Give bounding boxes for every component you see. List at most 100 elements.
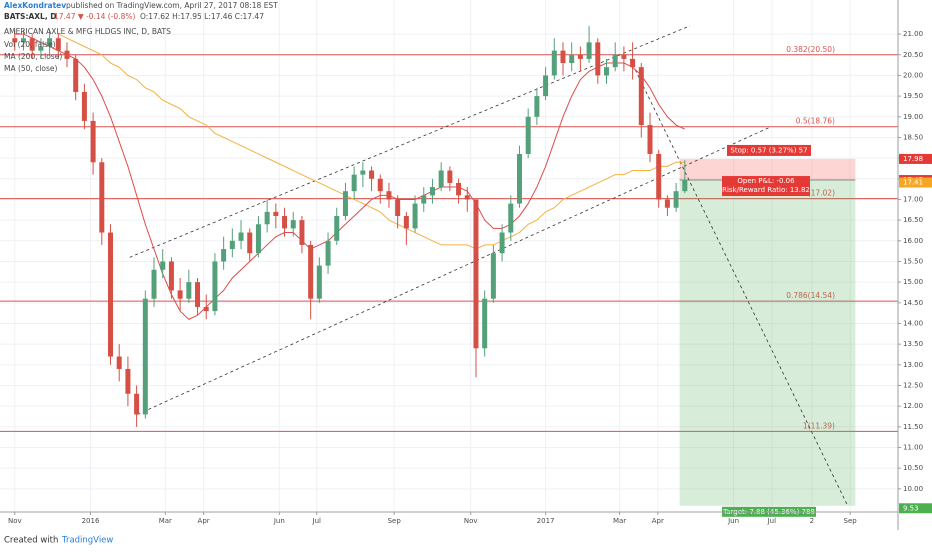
- candle-body: [577, 54, 583, 59]
- y-tick-label: 19.50: [903, 92, 923, 100]
- candle-body: [229, 240, 235, 250]
- candle-body: [595, 42, 601, 76]
- candle-body: [421, 195, 427, 204]
- candle-body: [621, 54, 627, 59]
- candle-body: [20, 38, 26, 43]
- x-tick-label: Apr: [652, 517, 664, 525]
- target-zone: [679, 180, 856, 506]
- x-tick-label: Mar: [159, 517, 172, 525]
- candle-body: [55, 38, 61, 51]
- candle-body: [238, 232, 244, 241]
- candle-body: [569, 54, 575, 64]
- candle-body: [177, 290, 183, 299]
- y-tick-label: 16.50: [903, 216, 923, 224]
- x-tick-label: Mar: [613, 517, 626, 525]
- candle-body: [543, 75, 549, 97]
- candle-body: [29, 38, 35, 51]
- x-tick-label: Sep: [388, 517, 402, 525]
- y-tick-label: 20.50: [903, 51, 923, 59]
- candle-body: [638, 67, 644, 126]
- indicator: MA (50, close): [4, 64, 58, 73]
- candle-body: [473, 199, 479, 349]
- trendline: [629, 58, 848, 506]
- levels: 0.382(20.50) 0.5(18.76) 0.618(17.02) 0.786(…: [0, 45, 898, 432]
- candle-body: [73, 58, 79, 92]
- candle-body: [586, 42, 592, 59]
- x-tick-label: Jun: [727, 517, 739, 525]
- candle-body: [273, 211, 279, 216]
- candle-body: [264, 211, 270, 225]
- candle-body: [316, 265, 322, 299]
- fib-label: 0.5(18.76): [796, 117, 835, 126]
- author: AlexKondratev: [4, 1, 66, 10]
- position-tool: [679, 158, 856, 506]
- candle-body: [334, 215, 340, 241]
- candle-body: [508, 203, 514, 233]
- y-tick-label: 16.00: [903, 237, 923, 245]
- x-tick-label: Apr: [198, 517, 210, 525]
- candle-body: [342, 191, 348, 216]
- x-tick-label: 2017: [537, 517, 555, 525]
- candle-body: [221, 249, 227, 262]
- fib-label: 0.786(14.54): [786, 291, 835, 300]
- candle-body: [125, 368, 131, 394]
- candle-body: [290, 220, 296, 229]
- y-tick-label: 10.00: [903, 485, 923, 493]
- candle-body: [490, 253, 496, 299]
- change: 17.47 ▼ -0.14 (-0.8%): [54, 12, 135, 21]
- price-label: 9.53: [903, 504, 919, 512]
- candle-body: [664, 199, 670, 208]
- y-tick-label: 11.00: [903, 444, 923, 452]
- candle-body: [447, 170, 453, 183]
- candle-body: [482, 298, 488, 349]
- y-tick-label: 10.50: [903, 464, 923, 472]
- candle-body: [168, 261, 174, 291]
- x-tick-label: Jul: [312, 517, 322, 525]
- y-tick-label: 12.00: [903, 402, 923, 410]
- y-tick-label: 14.50: [903, 299, 923, 307]
- y-tick-label: 13.50: [903, 340, 923, 348]
- candle-body: [647, 125, 653, 154]
- moving-average: [14, 33, 686, 320]
- candle-body: [299, 220, 305, 245]
- symbol: BATS:AXL, D: [4, 12, 57, 21]
- candle-body: [369, 170, 375, 179]
- candle-body: [656, 153, 662, 200]
- candle-body: [429, 187, 435, 196]
- stop-label: Stop: 0.57 (3.27%) 57: [730, 146, 807, 154]
- candle-body: [99, 162, 105, 233]
- candle-body: [308, 244, 314, 299]
- fib-label: 0.382(20.50): [786, 45, 835, 54]
- pnl-label: Open P&L: -0.06: [737, 177, 795, 185]
- candle-body: [673, 191, 679, 208]
- candle-body: [38, 46, 44, 51]
- candle-body: [403, 215, 409, 229]
- candle-body: [386, 191, 392, 200]
- candle-body: [90, 120, 96, 163]
- y-tick-label: 19.00: [903, 113, 923, 121]
- y-tick-label: 15.50: [903, 257, 923, 265]
- stop-box: [727, 144, 811, 156]
- candle-body: [551, 50, 557, 76]
- moving-average: [58, 33, 685, 250]
- candle-body: [64, 50, 70, 59]
- candle-body: [534, 96, 540, 117]
- y-tick-label: 15.00: [903, 278, 923, 286]
- candle-body: [47, 38, 53, 47]
- brand: TradingView: [61, 536, 113, 546]
- candle-body: [195, 282, 201, 307]
- y-tick-label: 20.00: [903, 71, 923, 79]
- candle-body: [377, 178, 383, 192]
- y-tick-label: 18.50: [903, 133, 923, 141]
- candle-body: [81, 91, 87, 121]
- candle-body: [499, 232, 505, 254]
- candle-body: [142, 298, 148, 415]
- candle-body: [116, 356, 122, 369]
- candle-body: [456, 182, 462, 196]
- x-tick-label: 2: [810, 517, 814, 525]
- x-tick-label: Nov: [464, 517, 478, 525]
- candles: [12, 25, 688, 427]
- candle-body: [255, 224, 261, 254]
